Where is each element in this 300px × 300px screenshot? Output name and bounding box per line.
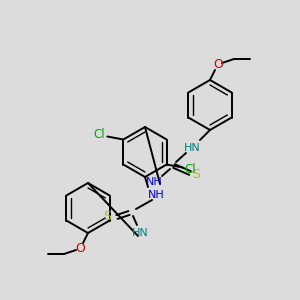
- Text: O: O: [75, 242, 85, 256]
- Text: HN: HN: [184, 143, 200, 153]
- Text: Cl: Cl: [185, 163, 197, 176]
- Text: HN: HN: [132, 228, 148, 238]
- Text: NH: NH: [146, 177, 162, 187]
- Text: S: S: [192, 169, 200, 182]
- Text: O: O: [213, 58, 223, 70]
- Text: S: S: [103, 211, 111, 224]
- Text: NH: NH: [148, 190, 164, 200]
- Text: Cl: Cl: [94, 128, 105, 141]
